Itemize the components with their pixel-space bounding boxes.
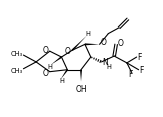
Text: O: O bbox=[43, 69, 49, 78]
Polygon shape bbox=[60, 69, 68, 79]
Text: H: H bbox=[85, 31, 90, 37]
Text: O: O bbox=[118, 39, 124, 48]
Polygon shape bbox=[51, 56, 62, 65]
Polygon shape bbox=[72, 36, 87, 51]
Text: O: O bbox=[64, 47, 70, 56]
Text: H: H bbox=[59, 78, 64, 84]
Text: F: F bbox=[138, 53, 142, 62]
Text: O: O bbox=[101, 38, 106, 47]
Text: CH₃: CH₃ bbox=[10, 51, 22, 57]
Text: H: H bbox=[47, 64, 52, 70]
Polygon shape bbox=[80, 70, 82, 81]
Text: F: F bbox=[140, 66, 144, 75]
Text: H: H bbox=[106, 64, 111, 70]
Text: O: O bbox=[43, 46, 49, 55]
Text: OH: OH bbox=[75, 85, 87, 94]
Text: F: F bbox=[129, 70, 133, 79]
Text: N: N bbox=[103, 58, 108, 67]
Polygon shape bbox=[85, 43, 100, 45]
Text: CH₃: CH₃ bbox=[10, 68, 22, 74]
